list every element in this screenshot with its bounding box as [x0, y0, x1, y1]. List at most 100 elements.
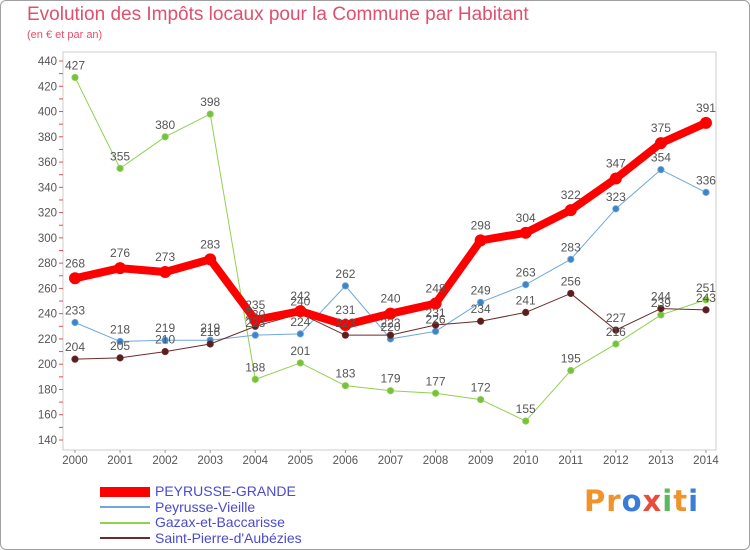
point-gazax-et-baccarisse-2011 [567, 366, 575, 375]
data-label-gazax-et-baccarisse-2006: 183 [335, 367, 355, 381]
data-label-peyrusse-grande-2009: 298 [471, 218, 491, 232]
y-tick-label: 440 [38, 56, 57, 68]
logo-letter: r [606, 484, 622, 518]
data-label-peyrusse-grande-2011: 322 [561, 188, 581, 202]
data-label-gazax-et-baccarisse-2000: 427 [65, 58, 85, 72]
x-tick-label: 2013 [648, 455, 674, 467]
point-peyrusse-vieille-2000 [71, 318, 79, 327]
point-saint-pierre-d-aubezies-2008 [431, 321, 440, 329]
logo-letter: x [642, 484, 663, 518]
point-peyrusse-vieille-2001 [116, 337, 124, 346]
data-label-peyrusse-vieille-2013: 354 [651, 151, 671, 165]
y-tick-label: 360 [38, 157, 57, 169]
legend-label-saint-pierre-d-aubezies: Saint-Pierre-d'Aubézies [155, 529, 302, 546]
point-peyrusse-vieille-2010 [522, 281, 530, 289]
point-saint-pierre-d-aubezies-2013 [657, 305, 665, 313]
y-tick-label: 300 [38, 233, 57, 245]
y-tick-label: 340 [38, 182, 57, 194]
series-layer [69, 73, 712, 425]
data-label-saint-pierre-d-aubezies-2000: 204 [65, 340, 85, 354]
data-label-saint-pierre-d-aubezies-2013: 244 [651, 290, 671, 304]
data-label-peyrusse-vieille-2009: 249 [471, 283, 491, 297]
point-peyrusse-vieille-2005 [296, 330, 304, 338]
point-peyrusse-vieille-2014 [702, 188, 710, 196]
point-peyrusse-grande-2006 [339, 319, 352, 332]
point-saint-pierre-d-aubezies-2011 [567, 289, 575, 298]
point-gazax-et-baccarisse-2009 [477, 395, 485, 404]
logo-letter: t [673, 484, 689, 518]
legend-item-peyrusse-grande: PEYRUSSE-GRANDE [100, 483, 302, 500]
data-label-gazax-et-baccarisse-2007: 179 [380, 372, 400, 386]
data-label-saint-pierre-d-aubezies-2001: 205 [110, 339, 130, 353]
point-peyrusse-grande-2011 [564, 204, 577, 217]
y-tick-label: 320 [38, 208, 57, 220]
y-tick-label: 400 [38, 107, 57, 119]
logo-letter: P [584, 484, 607, 518]
data-label-gazax-et-baccarisse-2013: 239 [651, 296, 671, 310]
point-gazax-et-baccarisse-2008 [431, 389, 440, 397]
legend-swatch-saint-pierre-d-aubezies [100, 537, 150, 540]
x-tick-label: 2014 [693, 455, 719, 467]
chart-title: Evolution des Impôts locaux pour la Comm… [27, 4, 529, 25]
legend-item-peyrusse-vieille: Peyrusse-Vieille [100, 498, 302, 516]
data-label-peyrusse-grande-2001: 276 [110, 246, 130, 260]
data-label-gazax-et-baccarisse-2010: 155 [516, 402, 536, 416]
point-peyrusse-vieille-2011 [567, 255, 575, 263]
data-label-gazax-et-baccarisse-2011: 195 [561, 352, 581, 366]
point-peyrusse-grande-2000 [69, 272, 81, 285]
legend-item-gazax-et-baccarisse: Gazax-et-Baccarisse [100, 514, 302, 531]
point-gazax-et-baccarisse-2012 [612, 340, 620, 348]
series-gazax-et-baccarisse [71, 73, 710, 425]
point-peyrusse-vieille-2012 [612, 205, 620, 213]
legend-swatch-peyrusse-vieille [100, 506, 150, 509]
logo-letter: i [662, 484, 674, 518]
point-peyrusse-grande-2013 [654, 137, 667, 150]
point-saint-pierre-d-aubezies-2002 [161, 347, 169, 356]
data-label-saint-pierre-d-aubezies-2005: 240 [290, 295, 310, 309]
point-gazax-et-baccarisse-2000 [71, 73, 79, 82]
point-peyrusse-grande-2010 [519, 226, 532, 239]
point-saint-pierre-d-aubezies-2006 [341, 331, 350, 339]
data-label-peyrusse-vieille-2005: 224 [290, 315, 310, 329]
legend-swatch-gazax-et-baccarisse [100, 521, 150, 524]
legend-label-peyrusse-vieille: Peyrusse-Vieille [155, 498, 256, 515]
x-tick-label: 2001 [107, 455, 133, 467]
point-saint-pierre-d-aubezies-2010 [522, 308, 530, 317]
point-saint-pierre-d-aubezies-2007 [386, 331, 395, 339]
data-label-peyrusse-grande-2002: 273 [155, 250, 175, 264]
point-peyrusse-grande-2003 [204, 253, 217, 266]
data-label-saint-pierre-d-aubezies-2010: 241 [516, 293, 536, 307]
data-label-gazax-et-baccarisse-2009: 172 [471, 381, 491, 395]
data-label-saint-pierre-d-aubezies-2011: 256 [561, 274, 581, 288]
logo-letter: i [688, 484, 700, 518]
data-label-peyrusse-vieille-2007: 220 [380, 320, 400, 334]
data-label-peyrusse-vieille-2012: 323 [606, 190, 626, 204]
legend-item-saint-pierre-d-aubezies: Saint-Pierre-d'Aubézies [100, 529, 302, 547]
point-gazax-et-baccarisse-2013 [657, 311, 665, 319]
data-label-gazax-et-baccarisse-2003: 398 [200, 95, 220, 109]
y-tick-label: 240 [38, 309, 57, 321]
point-saint-pierre-d-aubezies-2001 [116, 354, 124, 362]
data-label-peyrusse-vieille-2008: 226 [426, 312, 446, 326]
x-tick-label: 2000 [62, 455, 88, 467]
data-label-peyrusse-vieille-2004: 223 [245, 316, 265, 330]
point-peyrusse-grande-2014 [699, 116, 712, 129]
y-tick-label: 160 [38, 410, 57, 422]
point-peyrusse-grande-2007 [384, 307, 397, 320]
point-saint-pierre-d-aubezies-2003 [206, 340, 214, 348]
y-tick-label: 220 [38, 334, 57, 346]
point-gazax-et-baccarisse-2002 [161, 133, 169, 141]
data-label-peyrusse-grande-2012: 347 [606, 156, 626, 170]
point-gazax-et-baccarisse-2005 [296, 359, 304, 367]
point-gazax-et-baccarisse-2006 [341, 382, 350, 390]
data-label-gazax-et-baccarisse-2005: 201 [290, 344, 310, 358]
data-label-peyrusse-vieille-2000: 233 [65, 304, 85, 318]
x-tick-label: 2007 [378, 455, 404, 467]
point-peyrusse-vieille-2006 [341, 282, 350, 290]
x-tick-label: 2003 [197, 455, 223, 467]
line-chart: 140 160 180 200 220 240 260 280 300 320 340 360 380 4… [38, 51, 719, 467]
data-label-peyrusse-vieille-2003: 219 [200, 321, 220, 335]
data-label-gazax-et-baccarisse-2014: 251 [696, 281, 716, 295]
chart-subtitle: (en € et par an) [27, 29, 103, 41]
